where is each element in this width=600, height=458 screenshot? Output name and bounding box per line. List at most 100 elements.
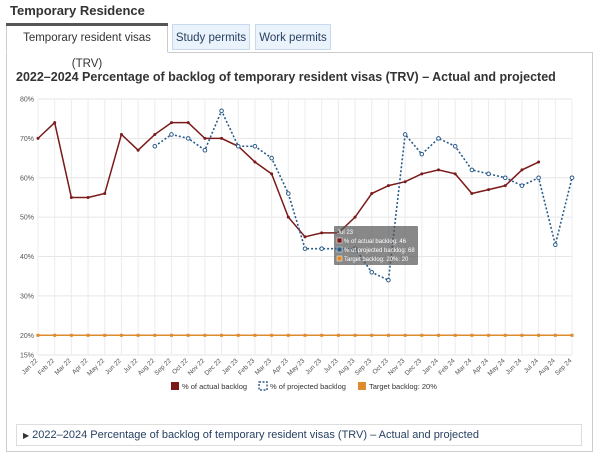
series-point — [386, 333, 390, 337]
series-point — [536, 175, 541, 181]
series-point — [202, 147, 208, 153]
legend-swatch — [258, 381, 268, 391]
tab-study-permits[interactable]: Study permits — [172, 24, 250, 50]
tooltip-line: % of projected backlog: 68 — [344, 248, 415, 254]
y-tick-label: 80% — [20, 97, 34, 104]
x-tick-label: Dec 22 — [203, 357, 223, 377]
y-tick-label: 60% — [20, 175, 34, 182]
y-tick-label: 50% — [20, 215, 34, 222]
series-point — [236, 333, 240, 337]
legend-label: Target backlog: 20% — [369, 382, 437, 391]
x-tick-label: Aug 23 — [337, 357, 357, 377]
series-point — [437, 168, 440, 172]
x-tick-label: Mar 22 — [54, 357, 74, 377]
series-point — [419, 151, 425, 157]
series-point — [302, 246, 308, 251]
x-tick-label: Aug 24 — [537, 357, 557, 377]
series-point — [502, 175, 508, 181]
series-point — [370, 333, 374, 337]
legend-swatch — [357, 382, 366, 390]
chart-data-table-toggle[interactable]: ▶ 2022–2024 Percentage of backlog of temp… — [16, 424, 582, 446]
series-point — [235, 143, 241, 149]
series-point — [220, 333, 224, 337]
tooltip-line: % of actual backlog: 46 — [344, 239, 407, 245]
tab-trv[interactable]: Temporary resident visas (TRV) — [6, 24, 168, 70]
series-point — [170, 121, 173, 125]
series-point — [553, 333, 557, 337]
series-point — [203, 333, 207, 337]
series-point — [320, 231, 324, 235]
series-point — [487, 188, 491, 192]
series-point — [136, 333, 140, 337]
series-point — [303, 333, 307, 337]
x-tick-label: May 23 — [286, 357, 306, 377]
x-tick-label: Jan 22 — [21, 357, 40, 376]
tooltip-title: Jul 23 — [337, 230, 354, 236]
legend-label: % of projected backlog — [270, 382, 346, 391]
y-tick-label: 20% — [20, 333, 34, 340]
series-point — [402, 132, 408, 137]
x-tick-label: Feb 22 — [37, 357, 57, 377]
x-tick-label: Feb 23 — [237, 357, 257, 377]
series-point — [353, 215, 357, 219]
series-point — [487, 333, 491, 337]
series-point — [420, 172, 424, 176]
series-point — [286, 333, 290, 337]
y-tick-label: 40% — [20, 254, 34, 261]
series-point — [53, 333, 57, 337]
series-point — [253, 160, 257, 164]
chart-title: 2022–2024 Percentage of backlog of tempo… — [16, 70, 556, 84]
series-point — [103, 333, 107, 337]
y-tick-label: 15% — [20, 353, 34, 360]
x-tick-label: Sep 24 — [554, 357, 574, 377]
series-point — [86, 333, 90, 337]
x-tick-label: May 24 — [487, 357, 507, 377]
series-point — [452, 143, 458, 149]
series-point — [570, 333, 574, 337]
series-point — [437, 333, 440, 337]
section-title-underline — [6, 23, 168, 26]
series-line — [154, 108, 573, 282]
tooltip-swatch — [336, 255, 343, 262]
series-point — [386, 277, 391, 283]
tooltip-box — [334, 226, 418, 265]
x-tick-label: Jan 23 — [221, 357, 240, 376]
x-tick-label: Jun 22 — [104, 357, 123, 376]
series-point — [369, 269, 375, 275]
series-point — [269, 155, 274, 161]
series-point — [403, 333, 407, 337]
series-point — [320, 333, 324, 337]
legend-label: % of actual backlog — [182, 382, 247, 391]
legend-swatch — [171, 382, 179, 390]
y-tick-label: 30% — [20, 293, 34, 300]
series-point — [436, 136, 441, 141]
tab-work-permits[interactable]: Work permits — [255, 24, 331, 50]
series-point — [119, 132, 123, 136]
x-tick-label: Jun 24 — [505, 357, 524, 376]
series-point — [252, 143, 258, 149]
series-point — [186, 121, 190, 125]
series-point — [453, 333, 457, 337]
series-point — [470, 333, 474, 337]
series-point — [36, 136, 40, 140]
series-point — [186, 333, 190, 337]
series-point — [537, 160, 541, 164]
series-point — [403, 180, 407, 184]
x-tick-label: Nov 23 — [387, 357, 407, 377]
section-title: Temporary Residence — [10, 3, 145, 18]
series-point — [69, 195, 73, 199]
series-point — [336, 333, 340, 337]
x-tick-label: Mar 24 — [454, 357, 474, 377]
x-tick-label: Sep 22 — [153, 357, 173, 377]
series-point — [420, 333, 424, 337]
tooltip-swatch — [336, 237, 343, 244]
series-point — [520, 333, 524, 337]
series-point — [36, 333, 40, 337]
series-point — [319, 246, 324, 251]
series-point — [303, 235, 307, 239]
x-tick-label: Dec 23 — [404, 357, 424, 377]
series-point — [153, 132, 157, 136]
series-point — [286, 215, 290, 219]
series-point — [486, 171, 491, 177]
series-point — [69, 333, 73, 337]
